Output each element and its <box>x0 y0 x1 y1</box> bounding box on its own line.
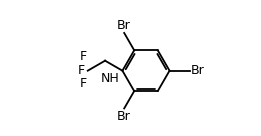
Text: Br: Br <box>191 64 204 77</box>
Text: NH: NH <box>100 72 119 85</box>
Text: Br: Br <box>117 19 130 32</box>
Text: F: F <box>77 64 84 77</box>
Text: F: F <box>80 77 87 90</box>
Text: F: F <box>80 50 87 63</box>
Text: Br: Br <box>117 110 130 123</box>
